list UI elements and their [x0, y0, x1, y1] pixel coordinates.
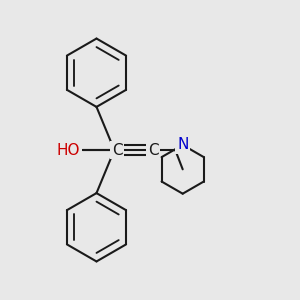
Text: C: C	[112, 142, 123, 158]
Text: C: C	[148, 142, 158, 158]
Text: HO: HO	[56, 142, 80, 158]
Text: N: N	[177, 137, 188, 152]
